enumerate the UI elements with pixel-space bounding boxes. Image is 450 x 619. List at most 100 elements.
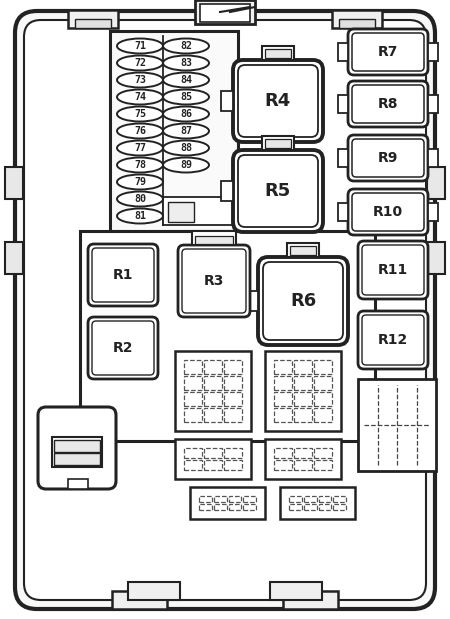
Bar (199, 496, 212, 502)
Bar (290, 246, 316, 255)
Text: 71: 71 (134, 41, 146, 51)
Bar (204, 448, 222, 458)
FancyBboxPatch shape (352, 193, 424, 231)
Bar (304, 496, 316, 502)
Bar (265, 439, 341, 479)
FancyBboxPatch shape (362, 245, 424, 295)
Bar (314, 448, 332, 458)
Bar (274, 460, 292, 470)
Bar (204, 376, 222, 390)
Bar (274, 360, 292, 374)
Bar (184, 376, 202, 390)
Bar (333, 496, 346, 502)
Bar (199, 504, 212, 510)
Text: 82: 82 (180, 41, 192, 51)
Bar (338, 203, 348, 221)
Bar (304, 504, 316, 510)
Bar (224, 360, 242, 374)
Bar (314, 392, 332, 406)
Text: 80: 80 (134, 194, 146, 204)
Bar (283, 591, 338, 609)
Bar (204, 408, 222, 422)
Bar (168, 202, 194, 222)
Text: 86: 86 (180, 109, 192, 119)
FancyBboxPatch shape (178, 245, 250, 317)
FancyBboxPatch shape (348, 189, 428, 235)
Ellipse shape (117, 38, 163, 53)
FancyBboxPatch shape (352, 139, 424, 177)
FancyBboxPatch shape (182, 249, 246, 313)
Bar (184, 448, 202, 458)
Text: R5: R5 (265, 182, 291, 200)
Bar (294, 448, 312, 458)
Bar (319, 504, 331, 510)
FancyBboxPatch shape (238, 65, 318, 137)
Text: 85: 85 (180, 92, 192, 102)
Bar (280, 487, 355, 519)
Bar (243, 496, 256, 502)
Ellipse shape (117, 191, 163, 207)
Text: 88: 88 (180, 143, 192, 153)
Bar (175, 439, 251, 479)
Bar (52, 437, 102, 467)
Bar (112, 591, 167, 609)
FancyBboxPatch shape (38, 407, 116, 489)
Bar (68, 479, 88, 489)
Bar (184, 360, 202, 374)
Bar (289, 496, 302, 502)
Bar (224, 448, 242, 458)
Ellipse shape (163, 90, 209, 105)
Ellipse shape (117, 90, 163, 105)
Bar (190, 487, 265, 519)
Ellipse shape (163, 38, 209, 53)
FancyBboxPatch shape (263, 262, 343, 340)
Bar (287, 243, 319, 257)
Text: R10: R10 (373, 205, 403, 219)
Bar (294, 360, 312, 374)
Bar (265, 351, 341, 431)
Bar (229, 496, 241, 502)
Bar (427, 167, 445, 199)
Bar (175, 351, 251, 431)
Bar (200, 4, 250, 22)
Text: R11: R11 (378, 263, 408, 277)
Text: R4: R4 (265, 92, 291, 110)
Bar (314, 460, 332, 470)
Bar (265, 49, 291, 58)
Bar (294, 392, 312, 406)
Bar (75, 19, 111, 28)
Text: 84: 84 (180, 75, 192, 85)
Ellipse shape (163, 141, 209, 155)
Bar (294, 376, 312, 390)
Bar (262, 136, 294, 150)
Text: R1: R1 (113, 268, 133, 282)
Bar (184, 460, 202, 470)
FancyBboxPatch shape (352, 85, 424, 123)
FancyBboxPatch shape (88, 317, 158, 379)
Bar (294, 408, 312, 422)
FancyBboxPatch shape (358, 241, 428, 299)
Bar (163, 197, 233, 225)
Text: 77: 77 (134, 143, 146, 153)
Bar (224, 392, 242, 406)
FancyBboxPatch shape (352, 33, 424, 71)
FancyBboxPatch shape (92, 321, 154, 375)
Text: R3: R3 (204, 274, 224, 288)
Bar (262, 46, 294, 60)
Bar (204, 460, 222, 470)
Bar (224, 408, 242, 422)
Bar (204, 360, 222, 374)
Text: R9: R9 (378, 151, 398, 165)
Bar (339, 19, 375, 28)
Text: 72: 72 (134, 58, 146, 68)
Ellipse shape (163, 106, 209, 121)
FancyBboxPatch shape (233, 150, 323, 232)
Bar (243, 504, 256, 510)
Bar (224, 376, 242, 390)
Bar (5, 167, 23, 199)
FancyBboxPatch shape (358, 311, 428, 369)
Text: 75: 75 (134, 109, 146, 119)
FancyBboxPatch shape (88, 244, 158, 306)
Bar (319, 496, 331, 502)
Bar (221, 181, 233, 201)
